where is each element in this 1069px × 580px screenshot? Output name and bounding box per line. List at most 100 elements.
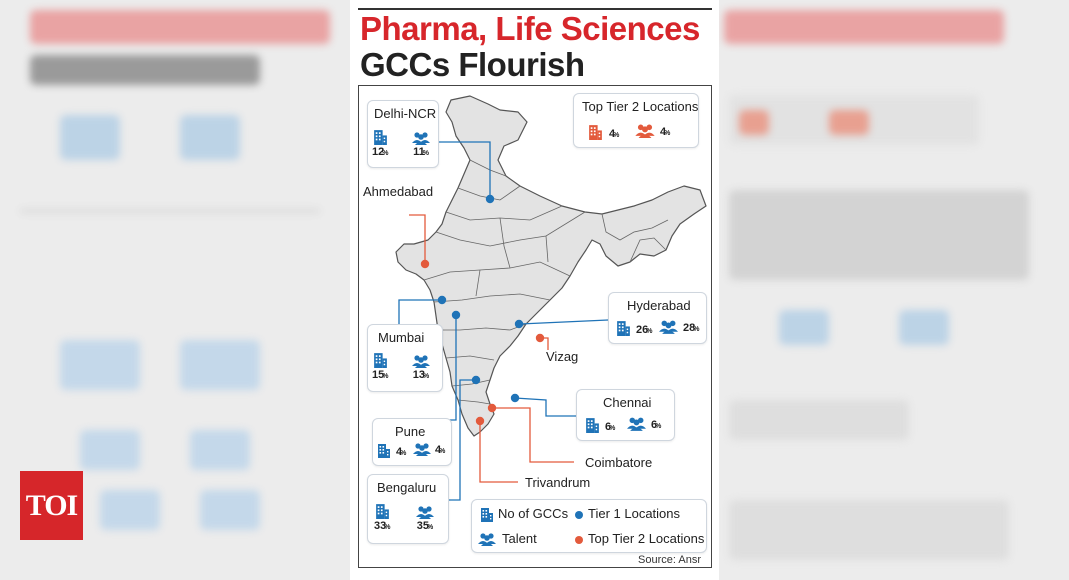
blur-shape: [729, 500, 1009, 560]
talent-value: 28: [683, 322, 696, 334]
stat-gccs: 15%: [372, 351, 388, 381]
people-icon: [627, 416, 646, 431]
legend-gccs: No of GCCs: [498, 506, 569, 521]
source-credit: Source: Ansr: [638, 554, 701, 566]
legend-talent: Talent: [502, 531, 537, 546]
connector-coimbatore: [492, 407, 574, 463]
tier2-dot-icon: [575, 536, 583, 544]
legend-tier1: Tier 1 Locations: [588, 506, 681, 521]
talent-value: 6: [651, 419, 658, 431]
headline-line1: Pharma, Life Sciences: [360, 10, 700, 47]
blur-shape: [899, 310, 949, 345]
blur-shape: [80, 430, 140, 470]
blur-shape: [180, 115, 240, 160]
dot-delhi: [485, 194, 495, 204]
unit: %: [423, 373, 430, 380]
blur-shape: [20, 210, 320, 212]
connector-trivandrum: [479, 422, 518, 483]
gcc-value: 33: [374, 520, 387, 532]
callout-delhi-ncr: Delhi-NCR 12% 11%: [367, 100, 439, 168]
unit: %: [613, 132, 620, 139]
talent-value: 11: [413, 146, 425, 158]
legend-tier2: Top Tier 2 Locations: [588, 531, 705, 546]
connector-delhi: [438, 141, 491, 198]
india-outline: [395, 95, 707, 437]
stat-talent: 6%: [627, 416, 661, 431]
callout-bengaluru: Bengaluru 33% 35%: [367, 474, 449, 544]
blur-shape: [739, 110, 769, 135]
gcc-value: 15: [372, 369, 385, 381]
blur-shape: [829, 110, 869, 135]
callout-chennai: Chennai 6% 6%: [576, 389, 675, 441]
building-icon: [373, 351, 388, 368]
people-icon: [416, 505, 434, 519]
dot-hyderabad: [514, 319, 524, 329]
dot-mumbai: [437, 295, 447, 305]
unit: %: [609, 425, 616, 432]
city-name: Mumbai: [378, 330, 425, 345]
callout-hyderabad: Hyderabad 26% 28%: [608, 292, 707, 344]
blur-shape: [779, 310, 829, 345]
unit: %: [422, 150, 429, 157]
unit: %: [382, 150, 389, 157]
blur-shape: [60, 340, 140, 390]
gcc-value: 6: [605, 421, 612, 433]
dot-bengaluru: [471, 375, 481, 385]
people-icon: [478, 532, 496, 546]
label-ahmedabad: Ahmedabad: [363, 184, 434, 199]
people-icon: [659, 319, 678, 334]
blur-shape: [100, 490, 160, 530]
blur-shape: [729, 190, 1029, 280]
connector-ahmedabad: [409, 214, 426, 262]
blur-shape: [729, 400, 909, 440]
city-name: Chennai: [603, 395, 652, 410]
stat-talent: 28%: [659, 319, 699, 334]
dot-pune: [451, 310, 461, 320]
city-name: Pune: [395, 424, 426, 439]
label-coimbatore: Coimbatore: [585, 455, 653, 470]
dot-chennai: [510, 393, 520, 403]
callout-pune: Pune 4% 4%: [372, 418, 452, 466]
people-icon: [412, 131, 430, 145]
talent-value: 13: [412, 369, 425, 381]
building-icon: [588, 123, 603, 140]
stat-talent: 4%: [635, 123, 670, 138]
stat-gccs: 4%: [377, 442, 406, 458]
blur-shape: [724, 10, 1004, 44]
blur-shape: [200, 490, 260, 530]
building-icon: [616, 319, 631, 336]
tier1-dot-icon: [575, 511, 583, 519]
stat-gccs: 12%: [372, 128, 388, 158]
building-icon: [377, 442, 391, 458]
dot-coimbatore: [487, 403, 497, 413]
stat-gccs: 6%: [585, 416, 615, 433]
connector-hyderabad: [519, 319, 609, 325]
unit: %: [400, 450, 407, 457]
gcc-value: 4: [609, 128, 616, 140]
talent-value: 4: [660, 126, 667, 138]
connector-bengaluru: [448, 379, 476, 501]
stat-talent: 4%: [413, 442, 445, 456]
stat-gccs: 33%: [374, 502, 390, 532]
stat-gccs: 4%: [588, 123, 619, 140]
blur-shape: [60, 115, 120, 160]
unit: %: [427, 524, 434, 531]
people-icon: [413, 442, 431, 456]
blur-shape: [180, 340, 260, 390]
stat-talent: 35%: [416, 502, 434, 532]
blur-shape: [30, 55, 260, 85]
building-icon: [375, 502, 390, 519]
top-rule: [358, 8, 712, 10]
dot-ahmedabad: [420, 259, 430, 269]
talent-value: 4: [435, 444, 442, 456]
city-name: Bengaluru: [377, 480, 437, 495]
toi-logo: TOI: [20, 471, 83, 540]
people-icon: [412, 354, 430, 368]
stat-gccs: 26%: [616, 319, 652, 336]
unit: %: [384, 524, 391, 531]
blur-shape: [30, 10, 330, 44]
dot-vizag: [535, 333, 545, 343]
building-icon: [480, 506, 494, 522]
blur-shape: [190, 430, 250, 470]
